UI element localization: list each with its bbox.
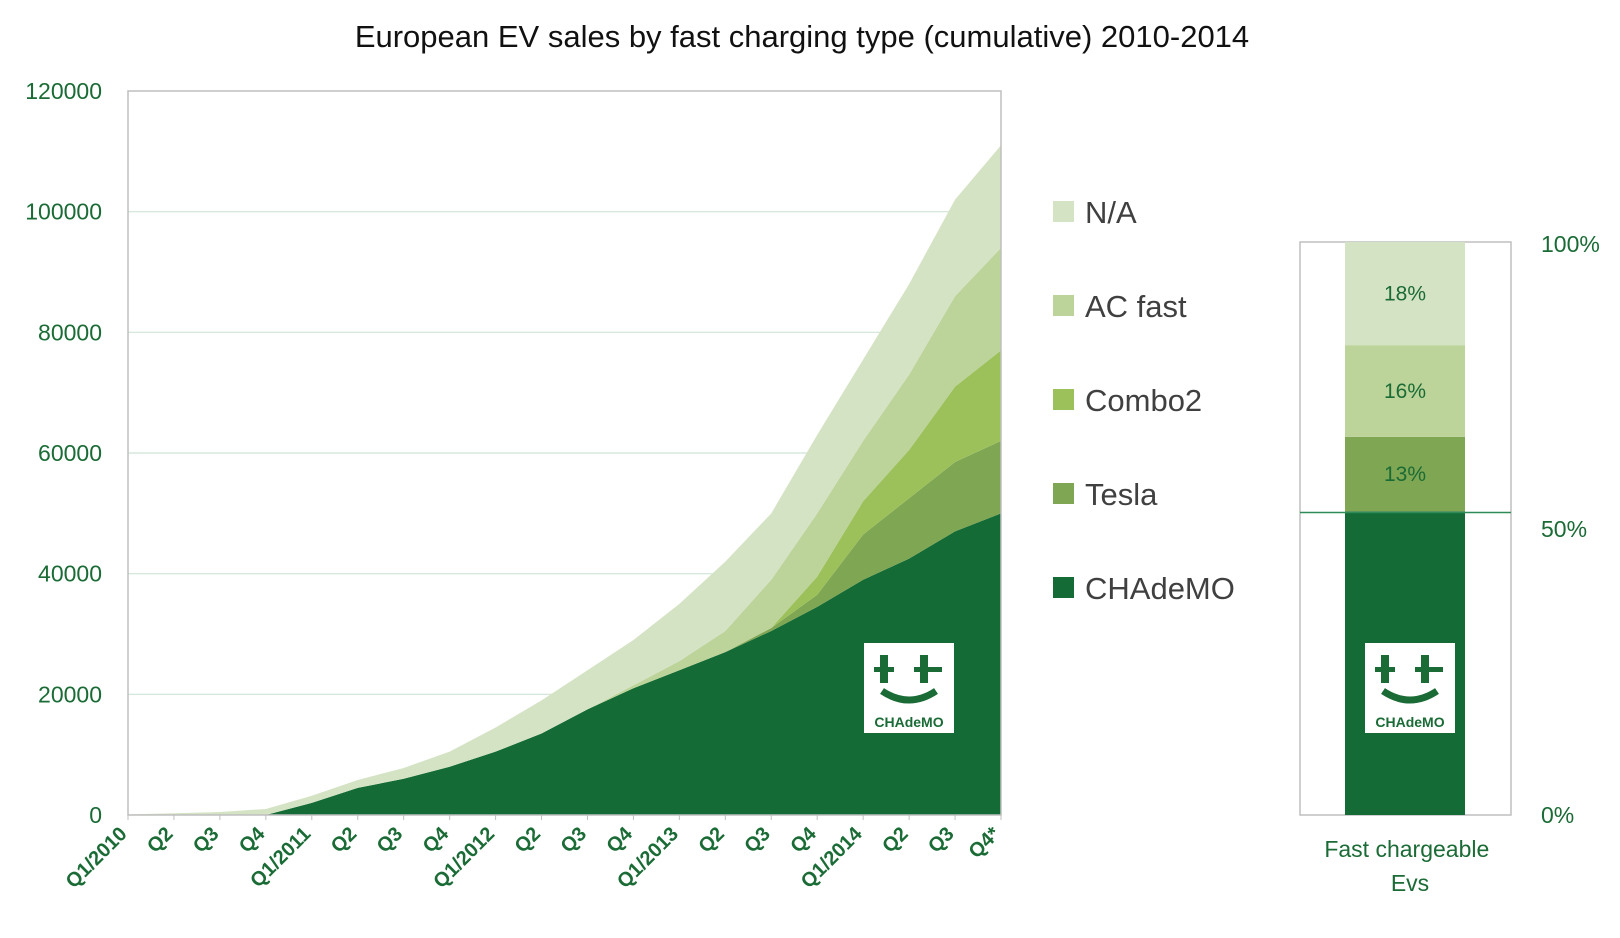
bar-segment-ac-fast (1345, 345, 1465, 437)
x-tick-label: Q4* (965, 823, 1005, 863)
right-axis-ticks: 0% 50% 100% (1541, 231, 1600, 828)
y-tick-label: 60000 (38, 440, 102, 466)
x-tick-label: Q2 (511, 823, 545, 857)
legend-label: AC fast (1085, 289, 1187, 324)
y-tick-label: 100000 (25, 199, 102, 225)
legend-swatch (1053, 201, 1074, 222)
chademo-logo-icon: CHAdeMO (1365, 643, 1455, 733)
bar-segment-n-a (1345, 242, 1465, 346)
area-n-a (128, 145, 1001, 816)
right-tick-label: 0% (1541, 802, 1574, 828)
y-tick-label: 80000 (38, 319, 102, 345)
legend-swatch (1053, 389, 1074, 410)
bar-data-label: 13% (1384, 463, 1426, 486)
chart-title: European EV sales by fast charging type … (355, 19, 1249, 54)
x-tick-label: Q2 (878, 823, 912, 857)
y-tick-label: 0 (89, 802, 102, 828)
right-tick-label: 50% (1541, 516, 1587, 542)
area-chademo (128, 513, 1001, 815)
x-tick-label: Q3 (557, 823, 591, 857)
x-tick-label: Q4 (235, 822, 270, 857)
plot-border (127, 90, 1002, 816)
x-tick-label: Q4 (786, 822, 821, 857)
x-tick-label: Q4 (603, 822, 638, 857)
y-tick-label: 20000 (38, 681, 102, 707)
y-tick-label: 40000 (38, 561, 102, 587)
x-tick-label: Q3 (373, 823, 407, 857)
legend-swatch (1053, 577, 1074, 598)
area-ac-fast (128, 247, 1001, 815)
legend-swatch (1053, 483, 1074, 504)
area-series (127, 90, 1002, 816)
x-tick-label: Q2 (694, 823, 728, 857)
x-tick-label: Q2 (143, 823, 177, 857)
x-tick-label: Q3 (740, 823, 774, 857)
x-tick-label: Q4 (419, 822, 454, 857)
y-tick-label: 120000 (25, 78, 102, 104)
bar-data-label: 18% (1384, 283, 1426, 306)
legend-panel (1005, 245, 1305, 815)
right-tick-label: 100% (1541, 231, 1600, 257)
x-tick-label: Q3 (924, 823, 958, 857)
legend-swatch (1053, 295, 1074, 316)
bar-category-label: Fast chargeable Evs (1324, 836, 1495, 896)
legend-label: CHAdeMO (1085, 571, 1235, 606)
svg-text:CHAdeMO: CHAdeMO (1375, 714, 1444, 730)
chademo-logo-icon: CHAdeMO (864, 643, 954, 733)
x-tick-label: Q2 (327, 823, 361, 857)
x-tick-label: Q1/2010 (62, 823, 132, 893)
bar-data-label: 16% (1384, 380, 1426, 403)
legend: N/A AC fast Combo2 Tesla CHAdeMO (1053, 195, 1235, 606)
legend-label: N/A (1085, 195, 1137, 230)
legend-label: Combo2 (1085, 383, 1202, 418)
svg-text:CHAdeMO: CHAdeMO (874, 714, 943, 730)
bar-segment-tesla (1345, 436, 1465, 512)
x-tick-label: Q3 (189, 823, 223, 857)
legend-label: Tesla (1085, 477, 1158, 512)
y-axis-ticks: 0 20000 40000 60000 80000 100000 120000 (25, 78, 102, 828)
